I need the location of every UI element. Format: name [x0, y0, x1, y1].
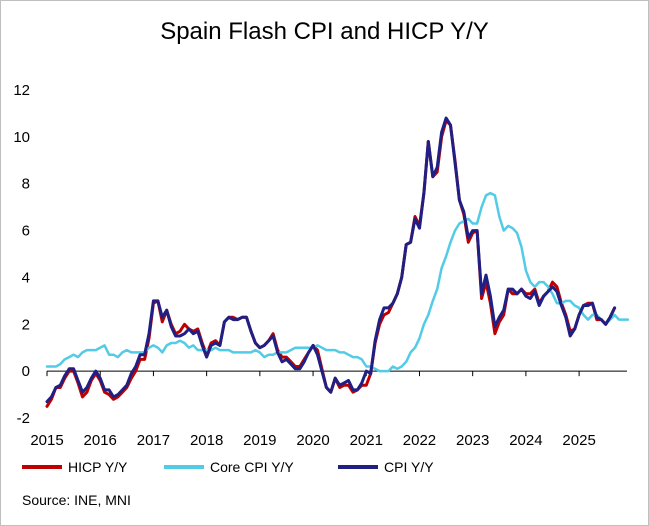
y-tick-label: 12 [13, 82, 30, 99]
legend-label-cpi: CPI Y/Y [384, 459, 434, 475]
legend-item-cpi: CPI Y/Y [338, 459, 434, 475]
source-note: Source: INE, MNI [22, 492, 131, 508]
legend-swatch-cpi [338, 465, 378, 470]
y-tick-label: -2 [17, 410, 30, 427]
x-tick-label: 2017 [137, 432, 170, 449]
y-tick-label: 6 [22, 223, 30, 240]
x-tick-label: 2024 [509, 432, 542, 449]
y-tick-label: 8 [22, 176, 30, 193]
x-tick-label: 2021 [350, 432, 383, 449]
chart-title: Spain Flash CPI and HICP Y/Y [160, 18, 489, 45]
x-tick-label: 2019 [243, 432, 276, 449]
y-tick-label: 2 [22, 316, 30, 333]
y-axis-ticks: -2 0 2 4 6 8 10 12 [13, 82, 30, 427]
legend-label-core-cpi: Core CPI Y/Y [210, 459, 294, 475]
legend-item-hicp: HICP Y/Y [22, 459, 127, 475]
y-tick-label: 0 [22, 363, 30, 380]
series-line-hicp [45, 119, 617, 408]
x-tick-label: 2022 [403, 432, 436, 449]
legend-swatch-hicp [22, 465, 62, 470]
x-tick-label: 2016 [84, 432, 117, 449]
legend-swatch-core-cpi [164, 465, 204, 470]
legend-item-core-cpi: Core CPI Y/Y [164, 459, 294, 475]
legend-label-hicp: HICP Y/Y [68, 459, 128, 475]
series-layer [45, 116, 630, 408]
y-tick-label: 4 [22, 269, 30, 286]
series-line-core-cpi [45, 191, 630, 373]
y-tick-label: 10 [13, 129, 30, 146]
x-tick-label: 2023 [456, 432, 489, 449]
series-line-cpi [45, 116, 617, 404]
x-tick-label: 2025 [562, 432, 595, 449]
x-tick-label: 2020 [296, 432, 329, 449]
x-tick-label: 2018 [190, 432, 223, 449]
x-axis: 2015 2016 2017 2018 2019 2020 2021 2022 2023 2024… [30, 370, 627, 449]
x-tick-label: 2015 [30, 432, 63, 449]
